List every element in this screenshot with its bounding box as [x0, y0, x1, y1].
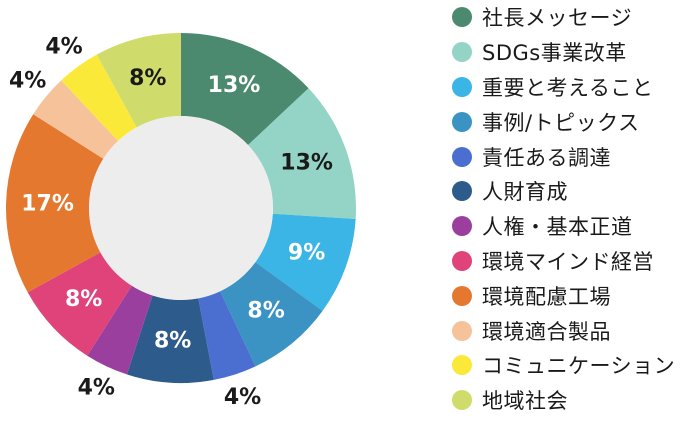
legend-swatch	[452, 7, 472, 28]
legend-swatch	[452, 355, 472, 376]
legend-label: 人権・基本正道	[482, 215, 633, 240]
slice-label-8: 17%	[21, 191, 74, 216]
legend-swatch	[452, 111, 472, 132]
legend-swatch	[452, 76, 472, 97]
slice-label-3: 8%	[247, 298, 284, 323]
slice-label-4: 4%	[224, 385, 261, 410]
legend-item-4: 責任ある調達	[452, 139, 675, 174]
legend-item-0: 社長メッセージ	[452, 0, 675, 35]
slice-label-0: 13%	[208, 73, 261, 98]
slice-label-7: 8%	[65, 287, 102, 312]
legend-label: 環境マインド経営	[482, 249, 654, 274]
legend-swatch	[452, 320, 472, 341]
slice-4	[198, 291, 256, 380]
legend-item-6: 人権・基本正道	[452, 209, 675, 244]
slice-label-2: 9%	[288, 241, 325, 266]
legend-label: 環境配慮工場	[482, 284, 611, 309]
legend-swatch	[452, 181, 472, 202]
slice-11	[96, 33, 181, 128]
slice-label-9: 4%	[9, 69, 46, 94]
slice-10	[61, 54, 137, 141]
legend-swatch	[452, 250, 472, 271]
legend-swatch	[452, 216, 472, 237]
legend-item-3: 事例/トピックス	[452, 104, 675, 139]
slice-8	[6, 114, 104, 293]
legend-label: 責任ある調達	[482, 145, 611, 170]
slice-7	[27, 252, 132, 356]
legend-item-10: コミュニケーション	[452, 348, 675, 383]
legend-label: コミュニケーション	[482, 354, 676, 379]
slice-5	[126, 295, 214, 384]
legend-item-9: 環境適合製品	[452, 313, 675, 348]
slice-label-11: 8%	[129, 66, 166, 91]
legend-label: 環境適合製品	[482, 319, 611, 344]
legend-label: 事例/トピックス	[482, 110, 640, 135]
slice-1	[248, 88, 356, 219]
slice-3	[220, 262, 323, 367]
legend-swatch	[452, 146, 472, 167]
legend-item-7: 環境マインド経営	[452, 244, 675, 279]
slice-labels: 13% 13% 9% 8% 4% 8% 4% 8% 17% 4% 4% 8%	[9, 35, 333, 410]
legend-item-1: SDGs事業改革	[452, 35, 675, 70]
legend-label: 人財育成	[482, 180, 568, 205]
donut-hole	[89, 116, 273, 300]
slice-6	[87, 285, 153, 375]
slice-label-1: 13%	[280, 150, 333, 175]
legend-item-8: 環境配慮工場	[452, 278, 675, 313]
legend-label: 重要と考えること	[482, 75, 654, 100]
legend-label: SDGs事業改革	[482, 41, 627, 66]
legend-swatch	[452, 285, 472, 306]
legend-item-11: 地域社会	[452, 383, 675, 418]
legend-swatch	[452, 42, 472, 63]
donut-slices	[6, 33, 356, 384]
slice-label-5: 8%	[154, 329, 191, 354]
legend-label: 社長メッセージ	[482, 6, 633, 31]
legend: 社長メッセージ SDGs事業改革重要と考えること 事例/トピックス 責任ある調達 人財育…	[452, 0, 675, 418]
slice-0	[181, 33, 309, 146]
legend-item-2: 重要と考えること	[452, 70, 675, 105]
legend-item-5: 人財育成	[452, 174, 675, 209]
slice-9	[33, 80, 119, 159]
legend-swatch	[452, 390, 472, 411]
slice-label-10: 4%	[45, 35, 82, 60]
slice-label-6: 4%	[78, 376, 115, 401]
legend-label: 地域社会	[482, 389, 568, 414]
slice-2	[255, 213, 356, 311]
